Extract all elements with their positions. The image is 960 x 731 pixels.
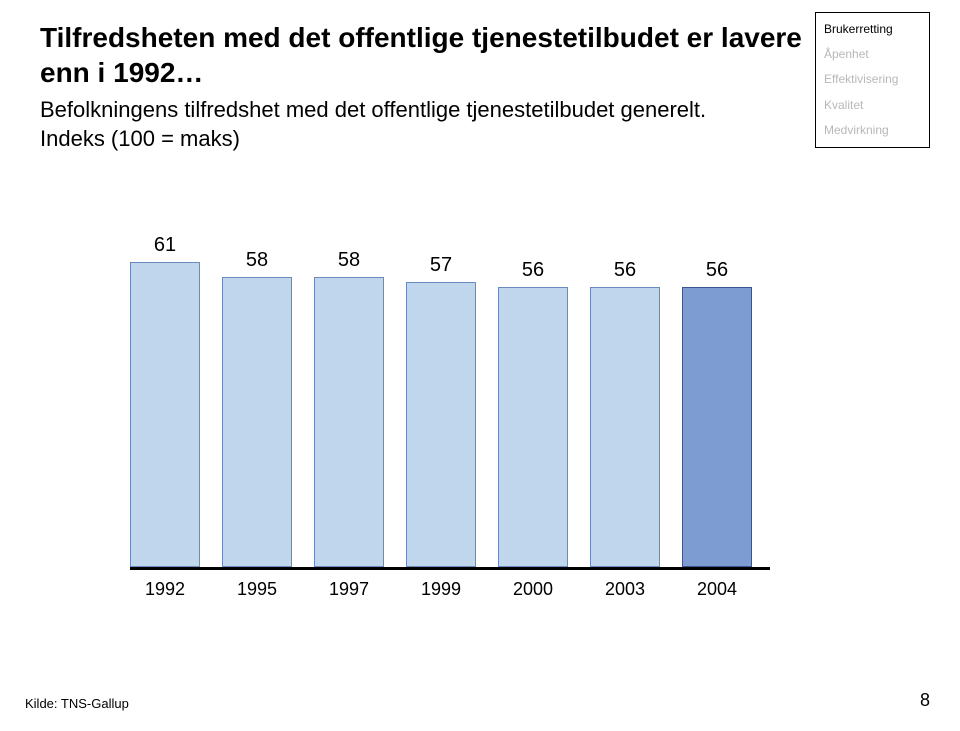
bar-value-label: 58 xyxy=(222,249,292,272)
bar-group: 56 xyxy=(498,287,568,567)
bar-category-label: 2004 xyxy=(682,579,752,600)
source-text: Kilde: TNS-Gallup xyxy=(25,696,129,711)
legend-item: Medvirkning xyxy=(824,124,921,137)
bar-group: 61 xyxy=(130,262,200,567)
bar-value-label: 58 xyxy=(314,249,384,272)
bar xyxy=(314,277,384,567)
bar-group: 58 xyxy=(314,277,384,567)
legend-item: Effektivisering xyxy=(824,73,921,86)
bar-category-label: 1992 xyxy=(130,579,200,600)
bar xyxy=(222,277,292,567)
bar-value-label: 57 xyxy=(406,254,476,277)
bar xyxy=(406,282,476,567)
legend-item: Kvalitet xyxy=(824,99,921,112)
header: Tilfredsheten med det offentlige tjenest… xyxy=(40,20,920,153)
bar-category-label: 1999 xyxy=(406,579,476,600)
legend-item: Åpenhet xyxy=(824,48,921,61)
bar-group: 58 xyxy=(222,277,292,567)
bar-value-label: 56 xyxy=(682,259,752,282)
legend-box: Brukerretting Åpenhet Effektivisering Kvali… xyxy=(815,12,930,148)
bar-value-label: 56 xyxy=(498,259,568,282)
bar-group: 57 xyxy=(406,282,476,567)
chart-baseline xyxy=(130,567,770,570)
bar xyxy=(130,262,200,567)
bar-category-label: 1995 xyxy=(222,579,292,600)
bar-category-label: 2003 xyxy=(590,579,660,600)
bar xyxy=(498,287,568,567)
slide: Tilfredsheten med det offentlige tjenest… xyxy=(0,0,960,731)
bar xyxy=(682,287,752,567)
bar-group: 56 xyxy=(590,287,660,567)
bar-value-label: 56 xyxy=(590,259,660,282)
page-number: 8 xyxy=(920,690,930,711)
bar xyxy=(590,287,660,567)
bar-chart: 61 1992 58 1995 58 1997 57 1999 56 2000 56 2003 56 20… xyxy=(130,230,770,600)
bar-value-label: 61 xyxy=(130,234,200,257)
page-subtitle: Befolkningens tilfredshet med det offent… xyxy=(40,96,760,153)
page-title: Tilfredsheten med det offentlige tjenest… xyxy=(40,20,840,90)
legend-item: Brukerretting xyxy=(824,23,921,36)
bar-group: 56 xyxy=(682,287,752,567)
bar-category-label: 1997 xyxy=(314,579,384,600)
bar-category-label: 2000 xyxy=(498,579,568,600)
